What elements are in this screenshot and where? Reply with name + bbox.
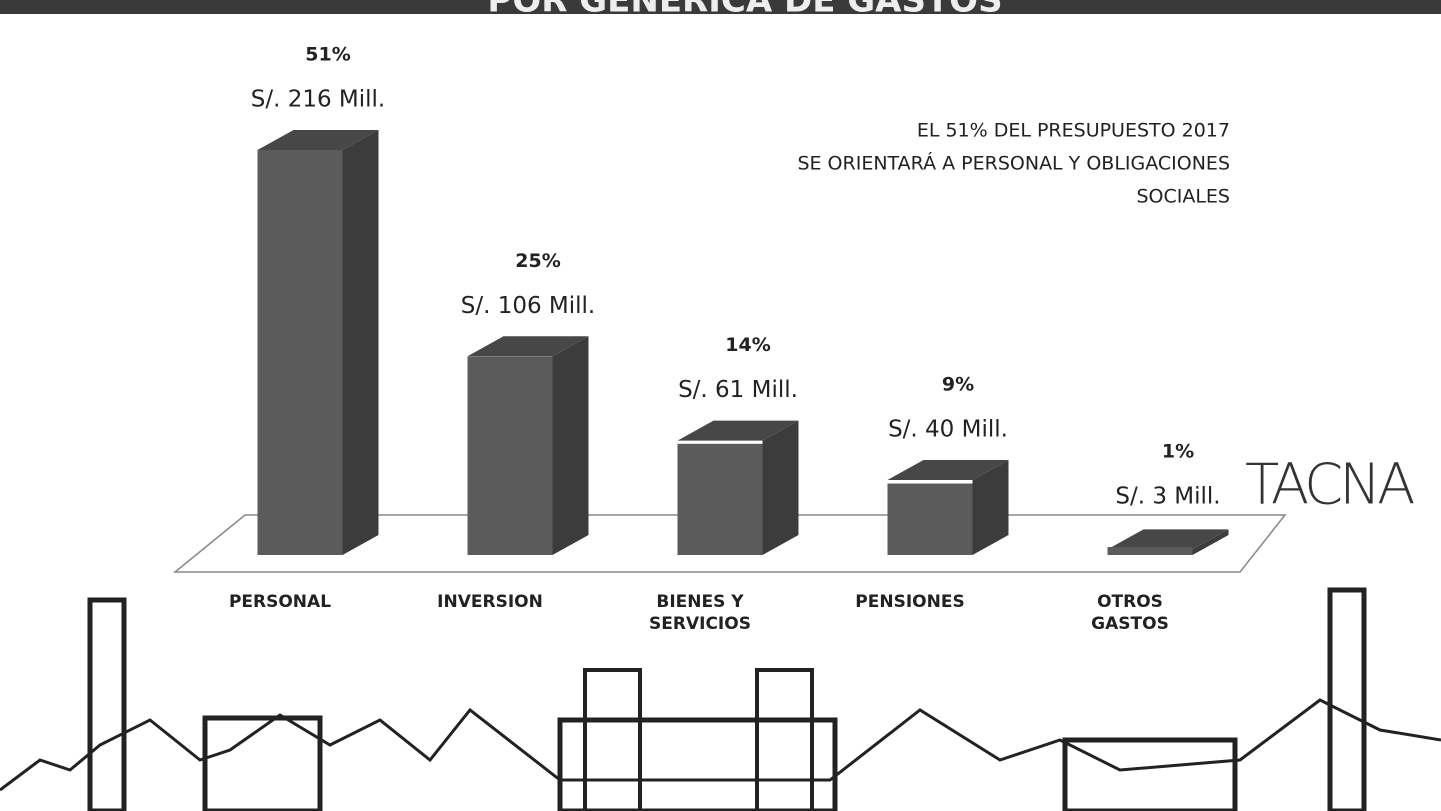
bar — [887, 483, 973, 555]
x-tick-label: PENSIONES — [855, 592, 965, 612]
bar-side — [762, 420, 799, 555]
bar-side — [972, 460, 1009, 555]
train — [202, 715, 323, 811]
bar — [467, 356, 553, 555]
bar — [1107, 547, 1193, 555]
bar-side — [1192, 529, 1229, 555]
amount-label: S/. 216 Mill. — [251, 87, 386, 113]
bar-top — [887, 460, 1009, 480]
x-tick-label: OTROS GASTOS — [1091, 592, 1169, 634]
amount-label: S/. 40 Mill. — [888, 417, 1008, 443]
bar-top — [677, 420, 799, 441]
x-tick-label: PERSONAL — [228, 592, 332, 612]
bar-side — [342, 130, 379, 555]
x-tick-label: BIENES Y SERVICIOS — [649, 592, 751, 634]
annotation: SE ORIENTARÁ A PERSONAL Y OBLIGACIONES — [797, 152, 1230, 175]
tower — [583, 668, 642, 811]
value-label: 1% — [1162, 441, 1194, 463]
value-label: 25% — [515, 250, 560, 272]
palm — [87, 597, 127, 811]
amount-label: S/. 61 Mill. — [678, 377, 798, 403]
palm — [1327, 587, 1367, 811]
mountains — [0, 698, 1441, 792]
bar-side — [552, 336, 589, 555]
bar-top — [1107, 529, 1229, 550]
logo: TACNA — [1245, 452, 1414, 517]
value-label: 51% — [305, 44, 350, 66]
tower — [755, 668, 814, 811]
floor — [172, 514, 1287, 573]
chart-title: POR GENERICA DE GASTOS — [487, 0, 1002, 21]
bar — [257, 150, 343, 555]
cathedral — [557, 717, 838, 811]
x-tick-label: INVERSION — [437, 592, 543, 612]
locomotive — [1062, 737, 1238, 811]
annotation: EL 51% DEL PRESUPUESTO 2017 — [917, 120, 1230, 142]
value-label: 14% — [725, 334, 770, 356]
annotation: SOCIALES — [1136, 186, 1230, 208]
bar — [677, 443, 763, 555]
bar-top — [467, 336, 589, 357]
amount-label: S/. 106 Mill. — [461, 293, 596, 319]
value-label: 9% — [942, 374, 974, 396]
header-band — [0, 0, 1441, 14]
bar-top — [257, 130, 379, 150]
amount-label: S/. 3 Mill. — [1115, 484, 1220, 510]
